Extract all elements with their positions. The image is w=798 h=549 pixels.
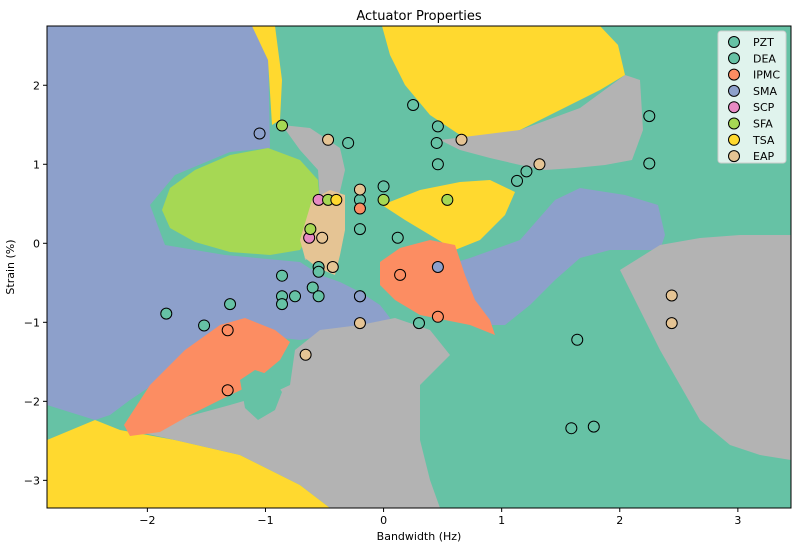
x-tick-label: 1	[498, 514, 505, 527]
point-pzt	[276, 269, 289, 282]
point-eap	[326, 261, 339, 273]
y-tick-label: 0	[33, 237, 40, 250]
decision-regions	[47, 26, 791, 508]
legend-label-ipmc: IPMC	[753, 69, 780, 82]
x-tick-label: 3	[734, 514, 741, 527]
y-tick-label: −2	[24, 395, 40, 408]
legend-label-scp: SCP	[753, 101, 775, 114]
region-pzt-pocket	[240, 370, 282, 420]
point-pzt	[431, 120, 444, 133]
y-tick-label: 2	[33, 79, 40, 92]
legend-label-pzt: PZT	[753, 36, 774, 49]
legend-marker-sma	[728, 84, 740, 97]
point-pzt	[353, 223, 366, 236]
point-pzt	[643, 157, 656, 170]
region-gray-top	[440, 75, 643, 170]
point-eap	[353, 183, 366, 196]
legend-label-sma: SMA	[753, 85, 777, 98]
point-pzt	[407, 99, 420, 112]
region-gray-bottom	[130, 318, 450, 508]
point-ipmc	[431, 310, 444, 323]
point-pzt	[520, 165, 533, 178]
y-axis-label: Strain (%)	[4, 239, 17, 294]
point-pzt	[565, 422, 578, 435]
legend-marker-eap	[728, 150, 740, 163]
point-eap	[665, 289, 678, 302]
legend-label-eap: EAP	[753, 150, 774, 163]
region-tsa-topleft	[252, 26, 282, 125]
legend-marker-tsa	[728, 133, 740, 146]
scatter-points	[160, 99, 678, 435]
point-sfa	[377, 193, 390, 206]
region-sma-left	[47, 26, 390, 420]
point-pzt	[342, 136, 355, 149]
point-sma	[431, 261, 444, 273]
x-axis-ticks: −2 −1 0 1 2 3	[139, 508, 741, 527]
point-pzt	[587, 420, 600, 433]
point-sfa	[441, 193, 454, 206]
point-pzt	[391, 231, 404, 244]
point-pzt	[160, 307, 173, 320]
plot-frame	[46, 25, 792, 509]
legend-marker-scp	[728, 101, 740, 114]
legend-label-tsa: TSA	[752, 134, 775, 147]
chart-title: Actuator Properties	[356, 9, 482, 24]
point-ipmc	[353, 202, 366, 215]
region-sfa	[162, 148, 320, 255]
point-ipmc	[221, 324, 234, 337]
region-gray-right	[620, 235, 791, 460]
x-tick-label: 2	[616, 514, 623, 527]
legend-marker-ipmc	[728, 68, 740, 81]
point-pzt	[511, 174, 524, 187]
region-ipmc-center	[380, 240, 495, 335]
point-pzt	[430, 136, 443, 149]
legend: PZT DEA IPMC SMA SCP SFA TSA EAP	[717, 30, 787, 164]
point-pzt	[306, 281, 319, 294]
point-pzt	[312, 290, 325, 303]
point-ipmc	[221, 384, 234, 397]
region-tsa-center	[382, 180, 515, 250]
point-sfa	[304, 223, 317, 236]
point-pzt	[289, 290, 301, 303]
point-eap	[353, 317, 366, 330]
point-eap	[322, 133, 335, 146]
x-axis-label: Bandwidth (Hz)	[377, 530, 462, 543]
y-tick-label: −1	[24, 316, 40, 329]
point-pzt	[198, 319, 211, 332]
region-sma-right	[430, 188, 665, 325]
legend-label-dea: DEA	[753, 52, 776, 65]
legend-marker-sfa	[728, 117, 740, 130]
point-tsa	[330, 193, 343, 206]
point-pzt	[276, 298, 289, 311]
point-sma	[253, 127, 266, 140]
y-tick-label: −3	[24, 474, 40, 487]
x-tick-label: −1	[257, 514, 273, 527]
legend-marker-pzt	[728, 36, 740, 48]
x-tick-label: 0	[380, 514, 387, 527]
point-pzt	[377, 180, 390, 193]
y-axis-ticks: −3 −2 −1 0 1 2	[24, 79, 47, 487]
point-pzt	[643, 110, 656, 123]
point-ipmc	[394, 268, 407, 281]
point-eap	[299, 348, 312, 361]
region-tsa-lower	[47, 420, 330, 508]
legend-marker-dea	[728, 52, 740, 65]
point-sma	[353, 290, 366, 303]
region-tsa-top	[382, 26, 625, 140]
x-tick-label: −2	[139, 514, 155, 527]
point-pzt	[224, 298, 237, 311]
point-eap	[316, 231, 329, 244]
point-eap	[533, 158, 546, 171]
region-ipmc-lower	[124, 318, 290, 436]
point-eap	[665, 317, 678, 330]
legend-label-sfa: SFA	[753, 118, 773, 131]
point-eap	[455, 133, 468, 146]
point-pzt	[413, 317, 425, 330]
point-pzt	[571, 333, 584, 346]
point-pzt	[431, 158, 444, 171]
point-sfa	[276, 119, 289, 132]
point-pzt	[312, 265, 325, 278]
y-tick-label: 1	[33, 158, 40, 171]
